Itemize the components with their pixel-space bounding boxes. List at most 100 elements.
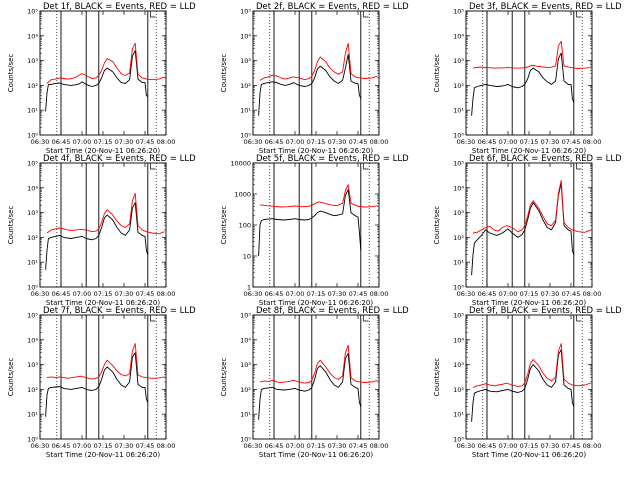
x-tick-label: 07:30: [541, 138, 560, 146]
x-tick-label: 08:00: [157, 290, 176, 298]
x-tick-label: 07:30: [541, 442, 560, 450]
x-tick-label: 07:30: [115, 442, 134, 450]
plot-frame: [252, 314, 380, 440]
x-axis-label: Start Time (20-Nov-11 06:26:20): [46, 147, 160, 155]
y-tick-label: 10⁵: [453, 312, 464, 320]
y-tick-label: 10³: [453, 209, 464, 217]
y-tick-label: 10⁴: [27, 184, 38, 192]
y-tick-label: 10²: [27, 386, 38, 394]
x-tick-label: 06:45: [52, 442, 71, 450]
y-tick-label: 10⁰: [240, 436, 251, 444]
series-events-line: [45, 352, 149, 417]
y-tick-label: 10³: [27, 361, 38, 369]
interval-marker: [363, 163, 369, 170]
x-tick-label: 06:45: [265, 138, 284, 146]
x-tick-label: 08:00: [583, 442, 602, 450]
series-lld-line: [46, 192, 165, 235]
y-tick-label: 10¹: [453, 411, 464, 419]
y-tick-label: 10⁴: [453, 32, 464, 40]
y-tick-label: 10⁴: [453, 336, 464, 344]
interval-marker: [150, 163, 156, 170]
y-tick-label: 10¹: [27, 259, 38, 267]
y-tick-label: 10⁵: [27, 312, 38, 320]
y-axis-label: Counts/sec: [7, 358, 15, 397]
panel-det-2f: Det 2f, BLACK = Events, RED = LLD 10⁰ 10¹ 1…: [220, 2, 409, 155]
x-tick-label: 07:15: [520, 290, 539, 298]
x-tick-label: 07:45: [562, 442, 581, 450]
y-axis-label: Counts/sec: [433, 358, 441, 397]
y-tick-label: 10⁰: [453, 436, 464, 444]
y-tick-label: 10⁴: [240, 32, 251, 40]
panel-title: Det 6f, BLACK = Events, RED = LLD: [469, 154, 622, 164]
interval-marker: [576, 11, 582, 18]
y-tick-label: 10¹: [240, 411, 251, 419]
y-tick-label: 10²: [240, 82, 251, 90]
x-tick-label: 06:45: [52, 290, 71, 298]
series-lld-line: [46, 343, 165, 380]
plot-frame: [252, 162, 380, 288]
x-tick-label: 07:00: [499, 290, 518, 298]
y-tick-label: 10⁵: [453, 8, 464, 16]
interval-marker: [150, 315, 156, 322]
y-tick-label: 10²: [453, 82, 464, 90]
y-tick-label: 10¹: [453, 107, 464, 115]
x-tick-label: 07:00: [73, 442, 92, 450]
x-axis-label: Start Time (20-Nov-11 06:26:20): [46, 451, 160, 459]
x-tick-label: 07:30: [115, 138, 134, 146]
y-tick-label: 10⁵: [453, 160, 464, 168]
y-axis-label: Counts/sec: [433, 54, 441, 93]
x-tick-label: 07:15: [307, 138, 326, 146]
x-tick-label: 08:00: [583, 138, 602, 146]
y-tick-label: 1: [247, 284, 251, 292]
y-tick-label: 100: [239, 222, 251, 230]
y-tick-label: 10²: [453, 234, 464, 242]
x-tick-label: 06:30: [244, 442, 263, 450]
x-tick-label: 07:00: [286, 290, 305, 298]
y-tick-label: 10⁰: [27, 436, 38, 444]
y-tick-label: 10⁴: [27, 336, 38, 344]
x-tick-label: 08:00: [583, 290, 602, 298]
x-tick-label: 06:30: [457, 442, 476, 450]
series-lld-line: [472, 179, 591, 234]
x-tick-label: 06:30: [31, 290, 50, 298]
series-lld-line: [472, 343, 591, 388]
x-tick-label: 07:45: [562, 290, 581, 298]
y-tick-label: 10⁴: [453, 184, 464, 192]
x-tick-label: 07:30: [541, 290, 560, 298]
x-tick-label: 06:30: [457, 290, 476, 298]
x-tick-label: 06:45: [265, 442, 284, 450]
plot-frame: [465, 314, 593, 440]
series-lld-line: [46, 42, 165, 84]
x-tick-label: 07:45: [349, 442, 368, 450]
panel-title: Det 2f, BLACK = Events, RED = LLD: [256, 2, 409, 12]
x-tick-label: 06:30: [244, 290, 263, 298]
panel-title: Det 7f, BLACK = Events, RED = LLD: [43, 306, 196, 316]
x-tick-label: 07:15: [94, 442, 113, 450]
y-tick-label: 10⁵: [240, 8, 251, 16]
panel-det-7f: Det 7f, BLACK = Events, RED = LLD 10⁰ 10¹ 1…: [7, 306, 196, 459]
x-tick-label: 07:45: [136, 138, 155, 146]
x-axis-label: Start Time (20-Nov-11 06:26:20): [472, 299, 586, 307]
x-tick-label: 06:30: [31, 442, 50, 450]
series-events-line: [45, 50, 149, 112]
panel-title: Det 4f, BLACK = Events, RED = LLD: [43, 154, 196, 164]
x-tick-label: 06:45: [265, 290, 284, 298]
plot-frame: [39, 162, 167, 288]
panel-title: Det 5f, BLACK = Events, RED = LLD: [256, 154, 409, 164]
x-tick-label: 07:00: [73, 138, 92, 146]
panel-title: Det 8f, BLACK = Events, RED = LLD: [256, 306, 409, 316]
x-tick-label: 07:00: [499, 442, 518, 450]
y-axis-label: Counts/sec: [433, 206, 441, 245]
x-tick-label: 07:30: [328, 290, 347, 298]
interval-marker: [576, 315, 582, 322]
x-tick-label: 07:00: [73, 290, 92, 298]
y-tick-label: 10: [243, 253, 251, 261]
panel-title: Det 1f, BLACK = Events, RED = LLD: [43, 2, 196, 12]
panel-det-8f: Det 8f, BLACK = Events, RED = LLD 10⁰ 10¹ 1…: [220, 306, 409, 459]
y-tick-label: 10⁴: [240, 336, 251, 344]
panel-det-9f: Det 9f, BLACK = Events, RED = LLD 10⁰ 10¹ 1…: [433, 306, 622, 459]
x-tick-label: 07:45: [136, 290, 155, 298]
x-tick-label: 07:45: [349, 138, 368, 146]
y-tick-label: 10⁵: [27, 8, 38, 16]
